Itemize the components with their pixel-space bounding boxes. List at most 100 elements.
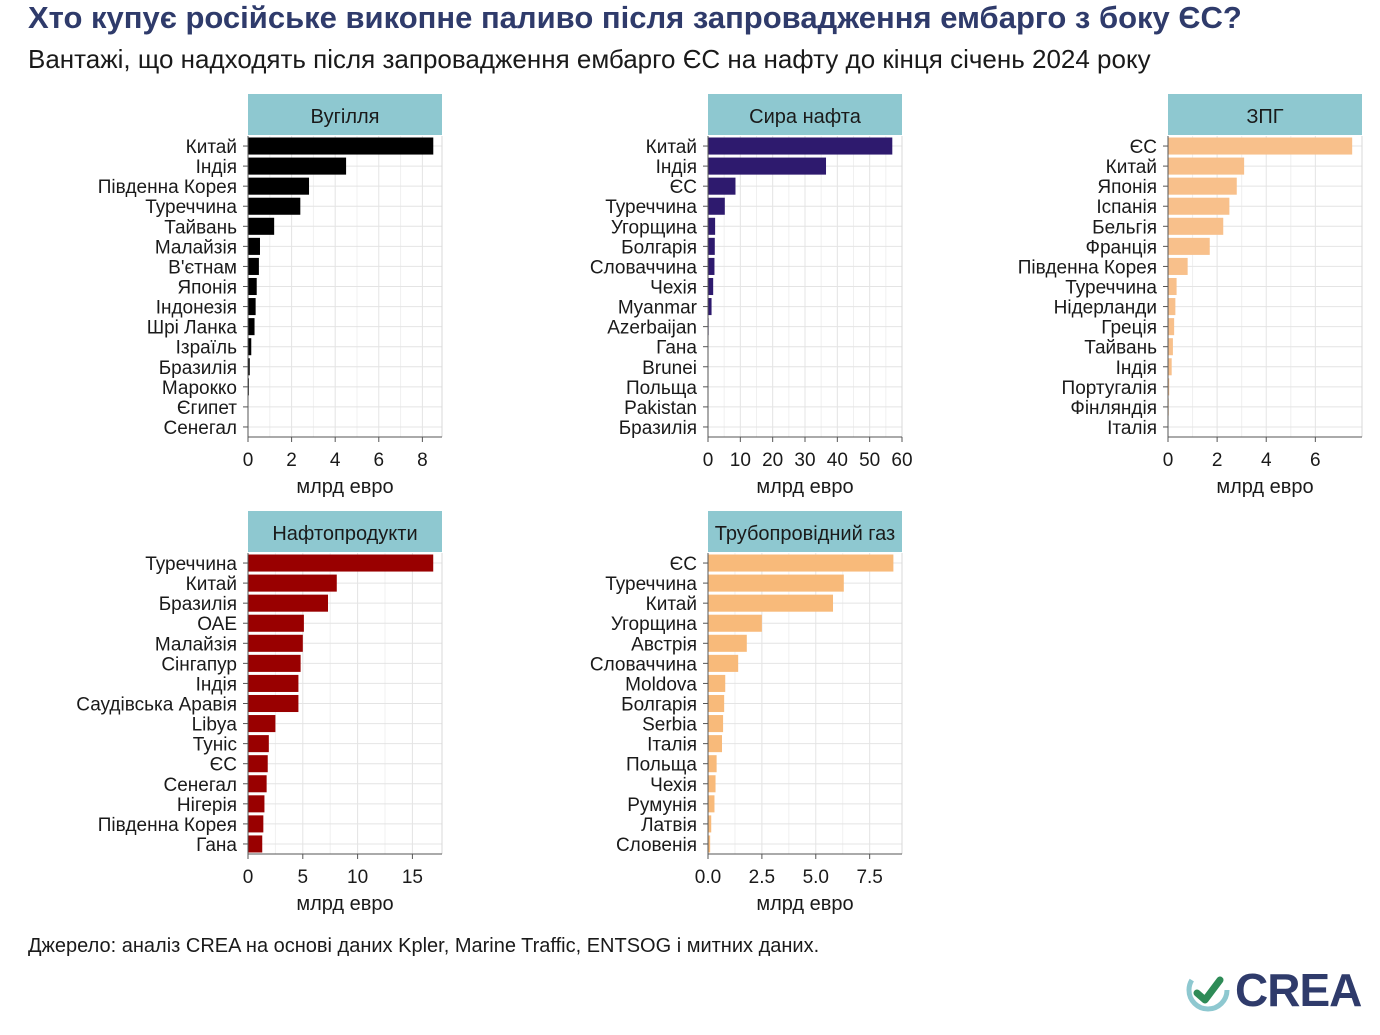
category-label: Brunei — [642, 358, 697, 379]
bar — [708, 217, 716, 235]
category-label: ЄС — [210, 755, 237, 776]
category-label: Угорщина — [611, 217, 698, 238]
bar — [248, 835, 263, 853]
x-axis-label: млрд евро — [756, 893, 853, 915]
category-label: Libya — [192, 715, 238, 736]
x-tick-label: 40 — [827, 450, 848, 471]
bar — [248, 237, 260, 255]
category-label: Південна Корея — [98, 177, 237, 198]
x-tick-label: 50 — [859, 450, 880, 471]
category-label: Словаччина — [590, 654, 698, 675]
bar — [248, 338, 252, 356]
category-label: Гана — [656, 338, 697, 359]
category-label: Китай — [646, 594, 697, 615]
bar — [248, 815, 264, 833]
x-axis-label: млрд евро — [296, 476, 393, 498]
bar — [248, 755, 268, 773]
category-label: Китай — [646, 137, 697, 158]
bar — [248, 694, 299, 713]
bar — [708, 775, 716, 793]
bar — [708, 715, 724, 733]
category-label: Serbia — [642, 715, 697, 736]
x-tick-label: 0 — [1163, 450, 1174, 471]
chart-title: Хто купує російське викопне паливо після… — [28, 0, 1242, 35]
x-tick-label: 6 — [1310, 450, 1321, 471]
bar — [248, 257, 259, 275]
bar — [708, 298, 712, 316]
bar — [1168, 137, 1353, 155]
bar — [1168, 378, 1170, 396]
category-label: ЄС — [670, 554, 697, 575]
category-label: Тайвань — [1084, 338, 1157, 359]
crea-logo-icon — [1186, 968, 1230, 1012]
facet-strip — [248, 511, 442, 552]
x-tick-label: 7.5 — [856, 867, 882, 888]
x-tick-label: 15 — [402, 867, 423, 888]
category-label: Єгипет — [177, 398, 237, 419]
category-label: Італія — [1107, 418, 1157, 439]
category-label: В'єтнам — [168, 257, 237, 278]
category-label: Бразилія — [619, 418, 697, 439]
x-tick-label: 0 — [243, 867, 254, 888]
x-tick-label: 0 — [703, 450, 714, 471]
bar — [708, 674, 726, 692]
bar — [1168, 358, 1172, 376]
bar — [248, 197, 301, 215]
bar — [248, 358, 250, 376]
x-tick-label: 20 — [762, 450, 783, 471]
bar — [248, 554, 434, 572]
x-tick-label: 0.0 — [695, 867, 721, 888]
bar — [708, 694, 725, 713]
bar — [248, 674, 299, 692]
category-label: Китай — [186, 137, 237, 158]
bar — [248, 277, 257, 296]
category-label: Індія — [1116, 358, 1157, 379]
category-label: Сенегал — [163, 775, 237, 796]
x-tick-label: 2 — [286, 450, 297, 471]
x-tick-label: 6 — [373, 450, 384, 471]
category-label: Чехія — [650, 775, 697, 796]
crea-logo-text: CREA — [1235, 964, 1362, 1016]
category-label: Словаччина — [590, 257, 698, 278]
category-label: Угорщина — [611, 614, 698, 635]
bar — [248, 157, 347, 175]
x-tick-label: 30 — [794, 450, 815, 471]
source-note: Джерело: аналіз CREA на основі даних Kpl… — [28, 935, 820, 957]
category-label: Китай — [186, 574, 237, 595]
category-label: Японія — [177, 278, 237, 299]
category-label: Словенія — [616, 835, 697, 856]
bar — [1168, 237, 1210, 255]
x-tick-label: 4 — [330, 450, 341, 471]
bar — [1168, 257, 1188, 275]
category-label: Польща — [626, 378, 697, 399]
category-label: Туреччина — [605, 197, 697, 218]
category-label: Ізраїль — [176, 338, 237, 359]
category-label: Франція — [1086, 237, 1157, 258]
category-label: Pakistan — [624, 398, 697, 419]
x-tick-label: 10 — [730, 450, 751, 471]
bar — [248, 735, 269, 753]
category-label: Греція — [1101, 318, 1157, 339]
bar — [708, 177, 736, 195]
bar — [248, 654, 301, 672]
category-label: Болгарія — [621, 695, 697, 716]
bar — [248, 715, 276, 733]
category-label: Італія — [647, 735, 697, 756]
bar — [708, 554, 894, 572]
bar — [708, 594, 834, 612]
category-label: Індія — [196, 674, 237, 695]
bar — [708, 237, 715, 255]
category-label: Чехія — [650, 278, 697, 299]
category-label: Іспанія — [1096, 197, 1157, 218]
bar — [248, 318, 255, 336]
crea-logo: CREA — [1185, 962, 1362, 1018]
category-label: Туреччина — [145, 197, 237, 218]
x-tick-label: 5.0 — [803, 867, 829, 888]
bar — [708, 277, 714, 296]
category-label: Болгарія — [621, 237, 697, 258]
bar — [708, 614, 762, 632]
bar — [1168, 338, 1173, 356]
category-label: Moldova — [625, 674, 697, 695]
category-label: Azerbaijan — [607, 318, 697, 339]
